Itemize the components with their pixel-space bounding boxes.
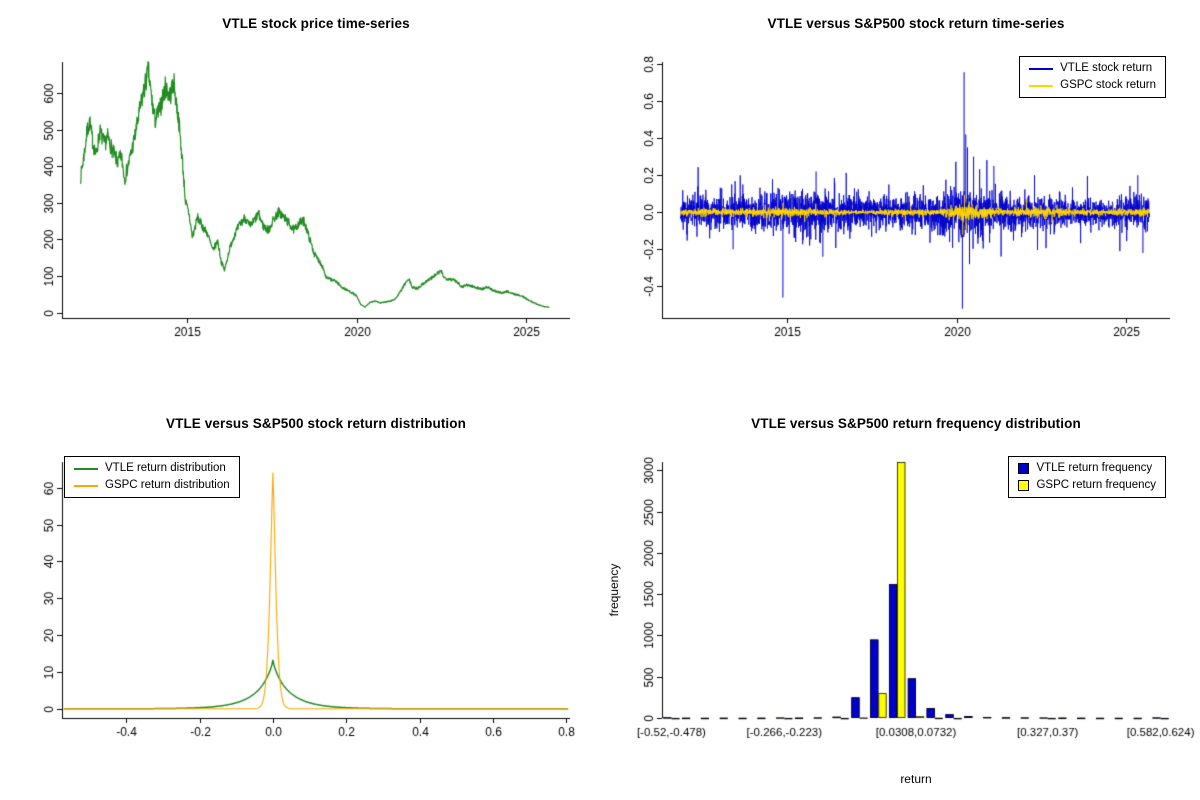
density-chart-title: VTLE versus S&P500 stock return distribu… bbox=[166, 416, 466, 431]
legend-label: VTLE return frequency bbox=[1036, 462, 1153, 474]
price-chart-canvas bbox=[0, 0, 600, 400]
price-chart-title: VTLE stock price time-series bbox=[222, 16, 410, 31]
panel-price: VTLE stock price time-series bbox=[0, 0, 600, 400]
returns-legend: VTLE stock return GSPC stock return bbox=[1019, 56, 1166, 98]
histogram-legend: VTLE return frequency GSPC return freque… bbox=[1008, 456, 1166, 498]
gspc-return-line-swatch-icon bbox=[1029, 84, 1054, 87]
returns-chart-title: VTLE versus S&P500 stock return time-ser… bbox=[767, 16, 1065, 31]
legend-label: VTLE return distribution bbox=[105, 462, 226, 474]
histogram-y-axis-label: frequency bbox=[607, 563, 621, 617]
gspc-frequency-box-swatch-icon bbox=[1018, 480, 1030, 491]
vtle-return-line-swatch-icon bbox=[1029, 67, 1054, 70]
legend-label: GSPC stock return bbox=[1060, 79, 1156, 91]
panel-returns: VTLE versus S&P500 stock return time-ser… bbox=[600, 0, 1200, 400]
legend-item-vtle-return: VTLE stock return bbox=[1029, 62, 1156, 75]
vtle-distribution-line-swatch-icon bbox=[74, 467, 98, 470]
legend-item-gspc-frequency: GSPC return frequency bbox=[1018, 479, 1156, 492]
vtle-frequency-box-swatch-icon bbox=[1018, 463, 1030, 474]
panel-histogram: VTLE versus S&P500 return frequency dist… bbox=[600, 400, 1200, 800]
legend-label: VTLE stock return bbox=[1060, 62, 1153, 74]
panel-density: VTLE versus S&P500 stock return distribu… bbox=[0, 400, 600, 800]
legend-label: GSPC return distribution bbox=[105, 479, 230, 491]
histogram-chart-title: VTLE versus S&P500 return frequency dist… bbox=[751, 416, 1081, 431]
legend-item-gspc-distribution: GSPC return distribution bbox=[74, 479, 230, 492]
legend-item-vtle-distribution: VTLE return distribution bbox=[74, 462, 230, 475]
legend-label: GSPC return frequency bbox=[1036, 479, 1156, 491]
legend-item-vtle-frequency: VTLE return frequency bbox=[1018, 462, 1156, 475]
histogram-x-axis-label: return bbox=[900, 772, 932, 786]
density-legend: VTLE return distribution GSPC return dis… bbox=[64, 456, 240, 498]
gspc-distribution-line-swatch-icon bbox=[74, 484, 98, 487]
legend-item-gspc-return: GSPC stock return bbox=[1029, 79, 1156, 92]
